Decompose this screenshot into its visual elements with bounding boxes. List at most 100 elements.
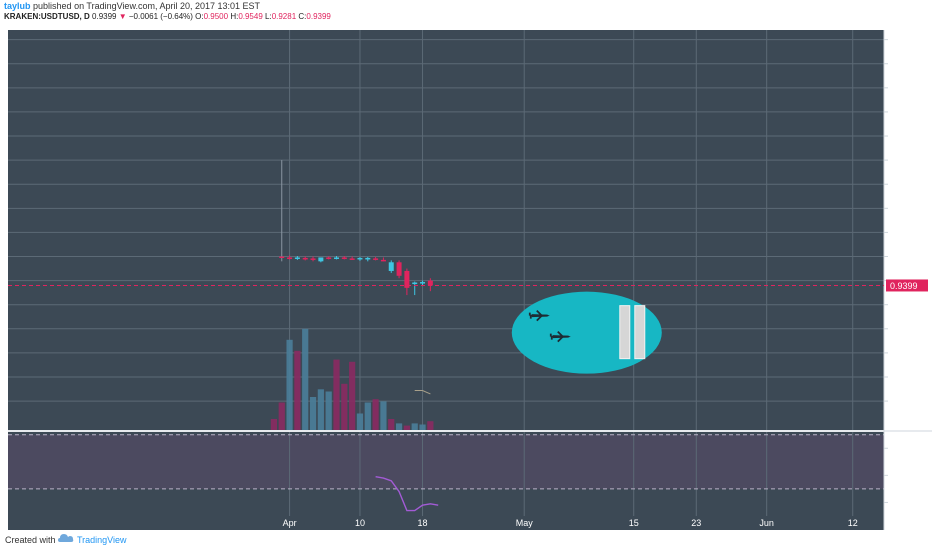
candle-body xyxy=(349,258,355,260)
time-tick-label: 18 xyxy=(418,518,428,528)
last-price-badge xyxy=(886,279,928,292)
volume-bar xyxy=(309,397,317,430)
time-axis-panel[interactable] xyxy=(8,516,884,530)
price-tick-label: 1.2500 xyxy=(890,131,918,141)
candle-body xyxy=(396,262,402,276)
volume-bar xyxy=(325,391,332,430)
price-pane[interactable] xyxy=(8,30,884,430)
price-tick-label: 1.0500 xyxy=(890,227,918,237)
candle-body xyxy=(310,258,316,260)
candle-body xyxy=(294,257,300,259)
chart-footer: Created with TradingView xyxy=(0,530,932,550)
candle-body xyxy=(318,257,324,262)
volume-bar xyxy=(380,401,387,430)
volume-bar xyxy=(333,359,340,430)
publish-info: published on TradingView.com, April 20, … xyxy=(33,1,261,11)
volume-bar xyxy=(341,383,348,430)
price-tick-label: 1.4500 xyxy=(890,35,918,45)
rsi-tick-label: 60.0000 xyxy=(888,443,921,453)
low-key: L: xyxy=(265,12,272,21)
volume-bar xyxy=(388,419,395,430)
jet-body xyxy=(531,314,550,318)
price-tick-label: 1.1000 xyxy=(890,203,918,213)
last-price-label: 0.9399 xyxy=(890,281,918,291)
volume-bar xyxy=(294,350,301,430)
volume-bar xyxy=(427,421,434,430)
close-key: C: xyxy=(298,12,307,21)
price-tick-label: 1.3500 xyxy=(890,83,918,93)
candle-body xyxy=(326,257,332,259)
price-tick-label: 1.1500 xyxy=(890,179,918,189)
low-value: 0.9281 xyxy=(271,12,297,21)
volume-bar xyxy=(419,424,426,430)
price-tick-label: 1.3000 xyxy=(890,107,918,117)
time-tick-label: Apr xyxy=(283,518,297,528)
candle-body xyxy=(427,280,433,286)
price-tick-label: 0.7000 xyxy=(890,396,918,406)
publish-line: taylub published on TradingView.com, Apr… xyxy=(4,1,260,11)
candle-body xyxy=(334,257,339,259)
time-tick-label: 12 xyxy=(848,518,858,528)
chart-canvas[interactable]: 1.4500 1.4000 1.3500 1.3000 1.2500 1.2000 1.15… xyxy=(0,24,932,530)
high-value: 0.9549 xyxy=(238,12,263,21)
chart-header: taylub published on TradingView.com, Apr… xyxy=(0,0,932,24)
down-arrow-icon: ▼ xyxy=(118,12,127,21)
volume-bar xyxy=(286,339,293,430)
author-link[interactable]: taylub xyxy=(4,1,31,11)
candle-body xyxy=(302,257,308,260)
volume-bar xyxy=(356,413,364,430)
price-tick-label: 1.4000 xyxy=(890,59,918,69)
chart-frame[interactable]: 1.4500 1.4000 1.3500 1.3000 1.2500 1.2000 1.15… xyxy=(0,24,932,530)
tradingview-logo-icon xyxy=(58,534,74,542)
candle-body xyxy=(373,258,379,260)
volume-bar xyxy=(364,402,371,430)
symbol-label: KRAKEN:USDTUSD, D xyxy=(4,12,90,21)
jet-icon xyxy=(528,310,550,322)
price-label: 0.9399 xyxy=(92,12,117,21)
candle-body xyxy=(388,262,394,271)
price-tick-label: 0.7500 xyxy=(890,372,918,382)
volume-bar xyxy=(403,425,410,430)
volume-bar xyxy=(302,328,309,430)
candle-body xyxy=(365,257,371,260)
ohlc-line: KRAKEN:USDTUSD, D 0.9399 ▼ −0.0061 (−0.6… xyxy=(4,12,331,21)
volume-bar xyxy=(270,419,278,430)
annotation-bar xyxy=(619,305,631,360)
candle-body xyxy=(380,259,386,262)
high-key: H: xyxy=(230,12,239,21)
candle-body xyxy=(279,256,285,259)
time-tick-label: 15 xyxy=(629,518,639,528)
volume-bar xyxy=(372,399,379,430)
candle-body xyxy=(357,257,363,260)
candle-body xyxy=(287,257,293,259)
jet-body xyxy=(552,335,571,339)
time-tick-label: May xyxy=(516,518,534,528)
volume-bar xyxy=(349,361,356,430)
tradingview-brand[interactable]: TradingView xyxy=(77,535,127,545)
moving-average-line xyxy=(414,390,431,395)
candle-body xyxy=(341,257,347,259)
time-tick-label: 10 xyxy=(355,518,365,528)
candle-body xyxy=(404,270,410,288)
rsi-tick-label: 20.0000 xyxy=(888,497,921,507)
volume-bar xyxy=(317,389,324,430)
time-tick-label: 23 xyxy=(691,518,701,528)
volume-bar xyxy=(395,423,403,430)
price-tick-label: 1.0000 xyxy=(890,252,918,262)
rsi-line xyxy=(375,476,439,512)
open-key: O: xyxy=(195,12,204,21)
candle-body xyxy=(412,282,418,285)
change-label: −0.0061 (−0.64%) xyxy=(128,12,193,21)
price-tick-label: 1.2000 xyxy=(890,155,918,165)
open-value: 0.9500 xyxy=(203,12,229,21)
time-tick-label: Jun xyxy=(759,518,774,528)
close-value: 0.9399 xyxy=(306,12,331,21)
price-tick-label: 0.9000 xyxy=(890,300,918,310)
price-tick-label: 0.8000 xyxy=(890,348,918,358)
rsi-band xyxy=(8,434,884,489)
annotation-bar xyxy=(634,305,646,360)
volume-bar xyxy=(411,423,418,430)
rsi-tick-label: 40.0000 xyxy=(888,470,921,480)
price-tick-label: 0.8500 xyxy=(890,324,918,334)
jet-icon xyxy=(549,331,571,343)
